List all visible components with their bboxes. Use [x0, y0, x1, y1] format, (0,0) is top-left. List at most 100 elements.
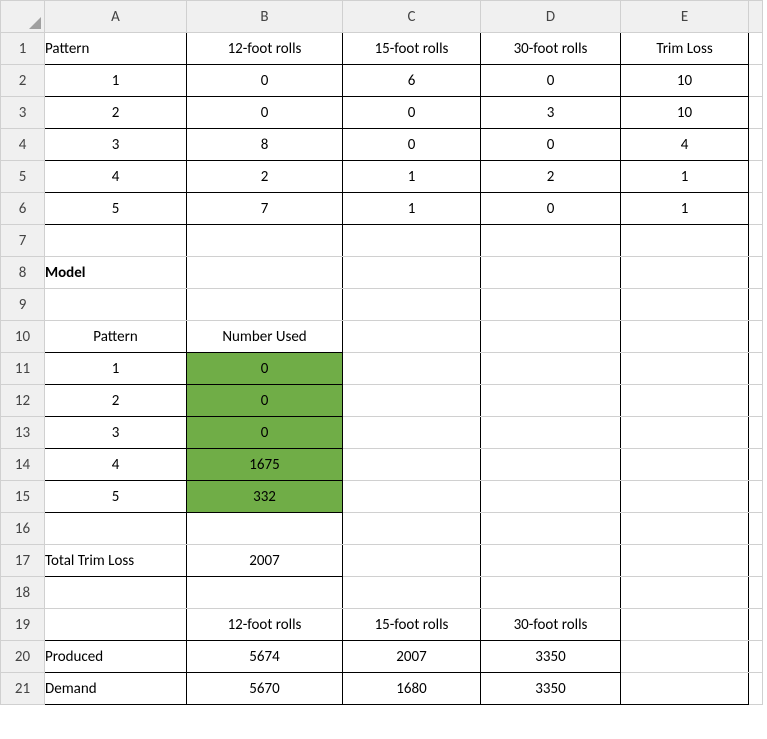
row-header-18[interactable]: 18 [1, 577, 45, 609]
cell-C15[interactable] [343, 481, 481, 513]
cell-F18[interactable] [749, 577, 763, 609]
row-header-7[interactable]: 7 [1, 225, 45, 257]
cell-E16[interactable] [621, 513, 749, 545]
col-header-B[interactable]: B [187, 1, 343, 33]
cell-F20[interactable] [749, 641, 763, 673]
row-header-20[interactable]: 20 [1, 641, 45, 673]
cell-B4[interactable]: 8 [187, 129, 343, 161]
cell-F1[interactable] [749, 33, 763, 65]
cell-D3[interactable]: 3 [481, 97, 621, 129]
cell-B19[interactable]: 12-foot rolls [187, 609, 343, 641]
cell-E1[interactable]: Trim Loss [621, 33, 749, 65]
cell-F6[interactable] [749, 193, 763, 225]
cell-C3[interactable]: 0 [343, 97, 481, 129]
cell-B17[interactable]: 2007 [187, 545, 343, 577]
cell-E6[interactable]: 1 [621, 193, 749, 225]
col-header-D[interactable]: D [481, 1, 621, 33]
cell-B6[interactable]: 7 [187, 193, 343, 225]
row-header-11[interactable]: 11 [1, 353, 45, 385]
cell-A12[interactable]: 2 [45, 385, 187, 417]
row-header-17[interactable]: 17 [1, 545, 45, 577]
cell-F13[interactable] [749, 417, 763, 449]
cell-F12[interactable] [749, 385, 763, 417]
cell-D6[interactable]: 0 [481, 193, 621, 225]
cell-C2[interactable]: 6 [343, 65, 481, 97]
cell-E14[interactable] [621, 449, 749, 481]
cell-C12[interactable] [343, 385, 481, 417]
cell-D16[interactable] [481, 513, 621, 545]
cell-A3[interactable]: 2 [45, 97, 187, 129]
cell-A16[interactable] [45, 513, 187, 545]
cell-C6[interactable]: 1 [343, 193, 481, 225]
cell-E3[interactable]: 10 [621, 97, 749, 129]
cell-A20[interactable]: Produced [45, 641, 187, 673]
cell-A18[interactable] [45, 577, 187, 609]
cell-A4[interactable]: 3 [45, 129, 187, 161]
row-header-5[interactable]: 5 [1, 161, 45, 193]
cell-E2[interactable]: 10 [621, 65, 749, 97]
row-header-10[interactable]: 10 [1, 321, 45, 353]
row-header-15[interactable]: 15 [1, 481, 45, 513]
row-header-19[interactable]: 19 [1, 609, 45, 641]
cell-D13[interactable] [481, 417, 621, 449]
row-header-14[interactable]: 14 [1, 449, 45, 481]
cell-F15[interactable] [749, 481, 763, 513]
cell-E18[interactable] [621, 577, 749, 609]
cell-A8[interactable]: Model [45, 257, 187, 289]
cell-C7[interactable] [343, 225, 481, 257]
cell-C4[interactable]: 0 [343, 129, 481, 161]
cell-E20[interactable] [621, 641, 749, 673]
cell-A11[interactable]: 1 [45, 353, 187, 385]
cell-B2[interactable]: 0 [187, 65, 343, 97]
cell-B8[interactable] [187, 257, 343, 289]
cell-E12[interactable] [621, 385, 749, 417]
cell-E11[interactable] [621, 353, 749, 385]
cell-D18[interactable] [481, 577, 621, 609]
cell-B1[interactable]: 12-foot rolls [187, 33, 343, 65]
row-header-1[interactable]: 1 [1, 33, 45, 65]
cell-B5[interactable]: 2 [187, 161, 343, 193]
cell-C8[interactable] [343, 257, 481, 289]
cell-D14[interactable] [481, 449, 621, 481]
row-header-21[interactable]: 21 [1, 673, 45, 705]
cell-C11[interactable] [343, 353, 481, 385]
cell-E15[interactable] [621, 481, 749, 513]
cell-C9[interactable] [343, 289, 481, 321]
cell-D21[interactable]: 3350 [481, 673, 621, 705]
cell-C13[interactable] [343, 417, 481, 449]
cell-B14[interactable]: 1675 [187, 449, 343, 481]
row-header-16[interactable]: 16 [1, 513, 45, 545]
cell-F21[interactable] [749, 673, 763, 705]
cell-D2[interactable]: 0 [481, 65, 621, 97]
cell-B3[interactable]: 0 [187, 97, 343, 129]
cell-D10[interactable] [481, 321, 621, 353]
cell-F19[interactable] [749, 609, 763, 641]
cell-F3[interactable] [749, 97, 763, 129]
cell-D15[interactable] [481, 481, 621, 513]
cell-C14[interactable] [343, 449, 481, 481]
cell-A9[interactable] [45, 289, 187, 321]
cell-D8[interactable] [481, 257, 621, 289]
cell-E9[interactable] [621, 289, 749, 321]
cell-C18[interactable] [343, 577, 481, 609]
cell-A7[interactable] [45, 225, 187, 257]
cell-F5[interactable] [749, 161, 763, 193]
cell-B9[interactable] [187, 289, 343, 321]
cell-B11[interactable]: 0 [187, 353, 343, 385]
cell-D4[interactable]: 0 [481, 129, 621, 161]
cell-D19[interactable]: 30-foot rolls [481, 609, 621, 641]
cell-D1[interactable]: 30-foot rolls [481, 33, 621, 65]
cell-B7[interactable] [187, 225, 343, 257]
cell-D5[interactable]: 2 [481, 161, 621, 193]
cell-B21[interactable]: 5670 [187, 673, 343, 705]
col-header-C[interactable]: C [343, 1, 481, 33]
cell-D12[interactable] [481, 385, 621, 417]
col-header-A[interactable]: A [45, 1, 187, 33]
cell-E10[interactable] [621, 321, 749, 353]
cell-F2[interactable] [749, 65, 763, 97]
cell-E19[interactable] [621, 609, 749, 641]
cell-A17[interactable]: Total Trim Loss [45, 545, 187, 577]
col-header-E[interactable]: E [621, 1, 749, 33]
cell-D9[interactable] [481, 289, 621, 321]
row-header-6[interactable]: 6 [1, 193, 45, 225]
